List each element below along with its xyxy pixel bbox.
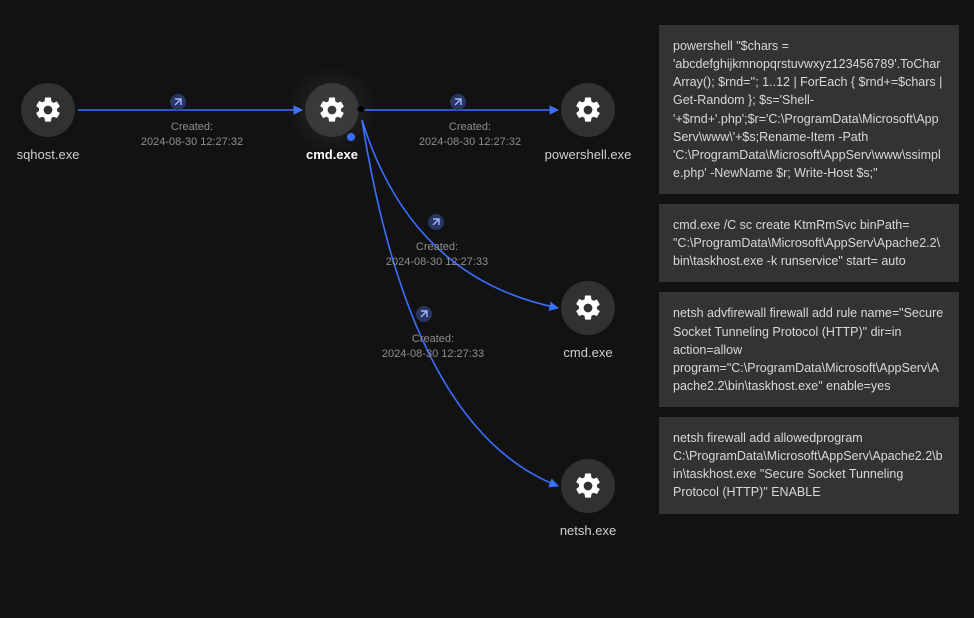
edge-label: Created:2024-08-30 12:27:33 [382,332,484,362]
node-netsh[interactable]: netsh.exe [543,459,633,538]
node-cmd[interactable]: cmd.exe [287,83,377,162]
command-panel: powershell "$chars = 'abcdefghijkmnopqrs… [659,25,959,514]
edge-cmd-netsh [362,120,558,486]
gear-icon [561,459,615,513]
node-sqhost[interactable]: sqhost.exe [3,83,93,162]
node-powershell[interactable]: powershell.exe [543,83,633,162]
node-label: cmd.exe [563,345,612,360]
command-box-1: cmd.exe /C sc create KtmRmSvc binPath= "… [659,204,959,282]
status-dot-black [357,105,365,113]
edge-badge-icon [450,94,466,110]
gear-icon [21,83,75,137]
edge-badge-icon [428,214,444,230]
node-label: netsh.exe [560,523,616,538]
gear-icon [305,83,359,137]
command-box-2: netsh advfirewall firewall add rule name… [659,292,959,407]
command-box-3: netsh firewall add allowedprogram C:\Pro… [659,417,959,514]
edge-badge-icon [170,94,186,110]
edge-label: Created:2024-08-30 12:27:32 [141,120,243,150]
node-label: powershell.exe [545,147,632,162]
edge-label: Created:2024-08-30 12:27:32 [419,120,521,150]
node-cmd2[interactable]: cmd.exe [543,281,633,360]
edge-badge-icon [416,306,432,322]
node-label: sqhost.exe [17,147,80,162]
status-dot-blue [347,133,355,141]
gear-icon [561,83,615,137]
command-box-0: powershell "$chars = 'abcdefghijkmnopqrs… [659,25,959,194]
gear-icon [561,281,615,335]
edge-label: Created:2024-08-30 12:27:33 [386,240,488,270]
